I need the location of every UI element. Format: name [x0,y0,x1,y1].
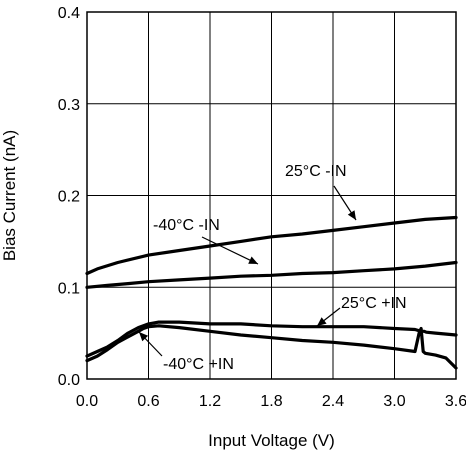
annotations: 25°C -IN -40°C -IN 25°C +IN -40°C +IN [138,163,407,373]
annotation-label: 25°C +IN [341,295,407,312]
x-tick-label: 3.0 [383,393,405,410]
y-tick-label: 0.1 [58,280,80,297]
y-tick-label: 0.4 [58,5,80,22]
annotation-label: -40°C -IN [153,217,220,234]
x-tick-labels: 0.0 0.6 1.2 1.8 2.4 3.0 3.6 [76,393,466,410]
y-tick-label: 0.3 [58,97,80,114]
annotation-arrowhead [139,332,149,342]
y-tick-label: 0.2 [58,189,80,206]
annotation-label: 25°C -IN [285,163,347,180]
y-tick-labels: 0.0 0.1 0.2 0.3 0.4 [58,5,80,389]
x-tick-label: 0.6 [137,393,159,410]
x-tick-label: 1.8 [260,393,282,410]
annotation-arrowhead [347,210,356,220]
grid-lines [86,11,457,380]
series-line-3 [85,324,458,370]
x-tick-label: 2.4 [322,393,344,410]
series-line-0 [85,215,458,276]
x-tick-label: 0.0 [76,393,98,410]
x-axis-title: Input Voltage (V) [208,431,335,450]
series-line-1 [85,260,458,289]
x-tick-label: 3.6 [445,393,466,410]
x-tick-label: 1.2 [199,393,221,410]
y-axis-title: Bias Current (nA) [0,130,19,261]
y-tick-label: 0.0 [58,372,80,389]
plot-frame [86,11,457,380]
series-lines [85,215,458,370]
annotation-label: -40°C +IN [163,356,234,373]
annotation-arrowhead [248,256,258,264]
annotation-leader-line [201,236,259,265]
annotation-arrowhead [317,317,327,326]
